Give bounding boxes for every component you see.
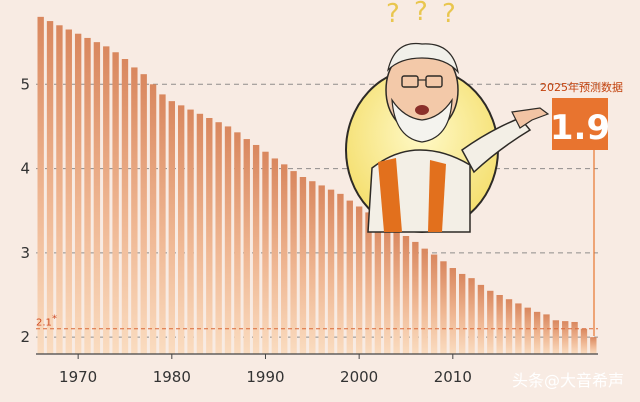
reference-line-asterisk: * — [52, 314, 57, 325]
bar-2007 — [421, 248, 428, 354]
bar-2021 — [552, 320, 560, 354]
bar-1966 — [37, 16, 44, 354]
bar-2006 — [412, 241, 419, 354]
bar-2017 — [515, 303, 522, 354]
bar-2020 — [543, 314, 550, 354]
bar-1997 — [327, 189, 335, 354]
bar-1992 — [281, 164, 288, 354]
x-tick-label: 2010 — [434, 368, 472, 386]
bar-2010 — [449, 268, 457, 354]
bar-2024 — [580, 328, 588, 354]
bar-1975 — [121, 59, 129, 354]
bar-2003 — [384, 223, 391, 354]
bar-1988 — [243, 139, 250, 354]
bar-2025 — [590, 337, 597, 354]
bar-1986 — [224, 126, 232, 354]
x-tick-label: 2000 — [340, 368, 378, 386]
question-mark-1: ? — [386, 0, 400, 29]
bar-1972 — [93, 42, 101, 355]
x-axis-ticks: 1970 1980 1990 2000 2010 — [59, 354, 472, 386]
x-tick-label: 1970 — [59, 368, 97, 386]
bar-series — [37, 16, 597, 355]
bar-2012 — [468, 278, 475, 354]
watermark: 头条@大音希声 — [512, 371, 624, 390]
bar-1980 — [168, 101, 176, 355]
bar-1979 — [159, 94, 166, 355]
reference-line-label: 2.1 — [36, 318, 52, 329]
gridlines — [36, 83, 598, 338]
bar-2001 — [365, 212, 372, 354]
bar-1981 — [177, 105, 185, 354]
bar-1996 — [318, 185, 325, 354]
bar-1971 — [84, 37, 91, 355]
bar-1989 — [252, 144, 260, 354]
bar-2018 — [524, 307, 531, 354]
bar-1990 — [262, 151, 269, 354]
bar-1970 — [74, 33, 82, 354]
bar-1991 — [271, 158, 279, 354]
bar-1984 — [206, 118, 213, 354]
bar-1968 — [56, 25, 63, 355]
bar-2013 — [477, 284, 485, 354]
callout-label: 2025年预测数据 — [540, 80, 623, 94]
x-tick-label: 1990 — [246, 368, 284, 386]
y-tick-label: 5 — [20, 75, 30, 93]
bar-1994 — [299, 177, 307, 354]
question-mark-3: ? — [442, 0, 456, 29]
bar-1983 — [196, 113, 204, 355]
y-tick-label: 4 — [20, 160, 30, 178]
bar-2009 — [440, 261, 447, 354]
bar-2014 — [487, 290, 494, 354]
bar-1987 — [234, 132, 241, 354]
bar-2008 — [430, 254, 438, 354]
bar-1995 — [309, 181, 316, 354]
bar-2005 — [402, 236, 410, 354]
y-tick-label: 3 — [20, 244, 30, 262]
y-tick-label: 2 — [20, 328, 30, 346]
bar-2011 — [458, 273, 466, 354]
bar-1977 — [140, 74, 147, 355]
bar-2004 — [393, 229, 400, 354]
bar-1985 — [215, 122, 222, 354]
y-axis-ticks: 2 3 4 5 — [20, 75, 30, 346]
bar-2015 — [496, 295, 503, 354]
bar-1998 — [337, 193, 344, 354]
x-tick-label: 1980 — [153, 368, 191, 386]
bar-1978 — [149, 84, 157, 355]
bar-1999 — [346, 200, 353, 354]
bar-1967 — [46, 21, 54, 354]
bar-1993 — [290, 171, 297, 354]
bar-2022 — [562, 321, 569, 354]
bar-1969 — [65, 29, 72, 354]
bar-1973 — [103, 46, 110, 354]
question-mark-2: ? — [414, 0, 428, 27]
callout-value: 1.9 — [550, 108, 610, 148]
bar-2019 — [533, 311, 541, 354]
cartoon-figure-illustration — [345, 42, 550, 233]
bar-2016 — [505, 299, 513, 354]
bar-1976 — [131, 67, 138, 354]
bar-2000 — [355, 206, 363, 354]
bar-1982 — [187, 109, 194, 354]
bar-2002 — [374, 217, 382, 354]
callout-box — [552, 98, 608, 150]
bar-1974 — [112, 52, 119, 354]
bar-2023 — [571, 321, 578, 354]
